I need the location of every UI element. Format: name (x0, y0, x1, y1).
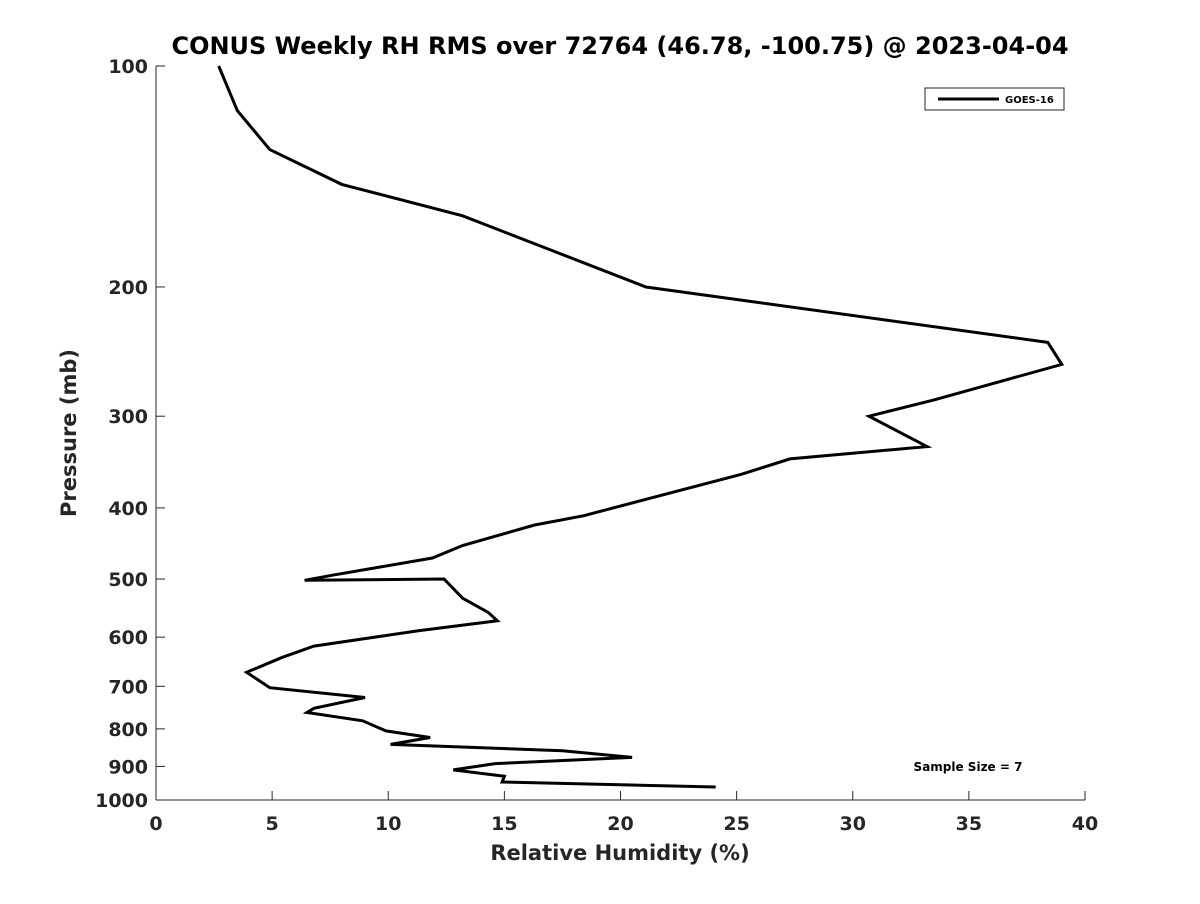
y-tick-label: 500 (108, 569, 148, 591)
y-tick-label: 1000 (95, 790, 148, 812)
chart-title: CONUS Weekly RH RMS over 72764 (46.78, -… (171, 32, 1068, 60)
x-axis-label: Relative Humidity (%) (490, 841, 749, 865)
legend: GOES-16 (924, 87, 1065, 111)
y-axis-label: Pressure (mb) (57, 349, 81, 517)
y-tick-label: 800 (108, 719, 148, 741)
y-tick-label: 100 (108, 56, 148, 78)
tick-group: 0 5 10 15 20 25 30 35 40 100 200 300 400 500 600 700 800… (95, 56, 1098, 835)
x-tick-label: 15 (491, 813, 517, 835)
x-tick-label: 0 (149, 813, 162, 835)
y-tick-label: 700 (108, 676, 148, 698)
legend-label: GOES-16 (1005, 95, 1054, 106)
x-tick-label: 10 (375, 813, 401, 835)
x-tick-label: 30 (840, 813, 866, 835)
x-tick-label: 25 (723, 813, 749, 835)
x-tick-label: 35 (956, 813, 982, 835)
x-tick-label: 20 (607, 813, 633, 835)
x-tick-label: 5 (266, 813, 279, 835)
y-tick-label: 900 (108, 756, 148, 778)
series-line (217, 65, 1065, 789)
y-tick-label: 400 (108, 498, 148, 520)
series-layer (217, 65, 1065, 789)
y-tick-label: 600 (108, 627, 148, 649)
y-tick-label: 200 (108, 277, 148, 299)
x-tick-label: 40 (1072, 813, 1098, 835)
sample-size-annotation: Sample Size = 7 (914, 760, 1023, 774)
y-tick-label: 300 (108, 406, 148, 428)
